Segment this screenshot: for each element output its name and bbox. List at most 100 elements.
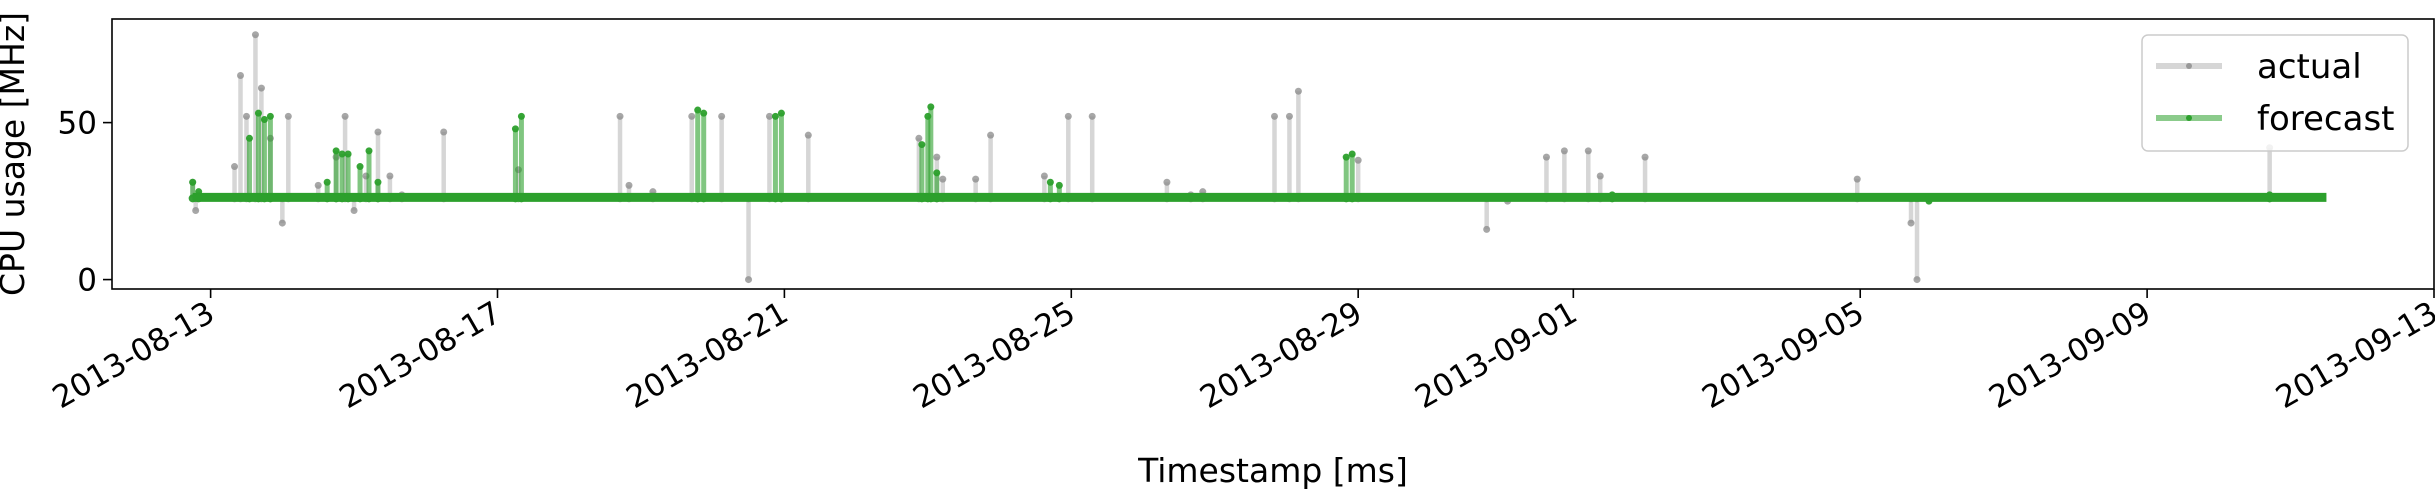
legend: actual forecast <box>2141 34 2409 152</box>
actual-point <box>350 207 358 215</box>
x-axis-title: Timestamp [ms] <box>1137 451 1408 490</box>
forecast-point <box>332 147 340 155</box>
actual-point <box>257 84 265 92</box>
forecast-point <box>373 194 382 203</box>
forecast-point <box>777 194 786 203</box>
forecast-point <box>356 194 365 203</box>
forecast-point <box>1046 178 1054 186</box>
forecast-point <box>1342 153 1350 161</box>
y-tick-label: 50 <box>58 106 97 142</box>
actual-point <box>745 276 753 284</box>
actual-point <box>374 128 382 136</box>
actual-point <box>231 163 239 171</box>
forecast-point <box>926 194 935 203</box>
forecast-point <box>194 194 203 203</box>
actual-point <box>915 134 923 142</box>
forecast-point <box>323 194 332 203</box>
forecast-point <box>2265 194 2274 203</box>
forecast-point <box>771 194 780 203</box>
actual-point <box>341 112 349 120</box>
forecast-point <box>1348 150 1356 158</box>
legend-actual-label: actual <box>2257 47 2362 87</box>
actual-point <box>804 131 812 139</box>
actual-point <box>987 131 995 139</box>
actual-point <box>1285 112 1293 120</box>
forecast-point <box>932 194 941 203</box>
actual-point <box>1040 172 1048 180</box>
actual-point <box>386 172 394 180</box>
x-tick-label: 2013-08-13 <box>47 295 221 416</box>
forecast-point <box>188 194 197 203</box>
actual-point <box>192 207 200 215</box>
actual-point <box>616 112 624 120</box>
forecast-series <box>188 103 2327 205</box>
forecast-point <box>511 125 519 133</box>
forecast-point <box>266 112 274 120</box>
actual-point <box>440 128 448 136</box>
plot-frame <box>111 18 2435 290</box>
forecast-point <box>266 194 275 203</box>
actual-point <box>933 153 941 161</box>
actual-point <box>625 181 633 189</box>
actual-point <box>1641 153 1649 161</box>
legend-actual-marker <box>2186 63 2192 69</box>
x-tick-label: 2013-08-17 <box>333 295 507 416</box>
actual-point <box>1064 112 1072 120</box>
forecast-point <box>195 188 203 196</box>
actual-point <box>314 181 322 189</box>
actual-point <box>1294 87 1302 95</box>
forecast-point <box>254 194 263 203</box>
y-axis-title: CPU usage [MHz] <box>0 12 32 296</box>
forecast-point <box>356 163 364 171</box>
actual-point <box>1596 172 1604 180</box>
x-tick-label: 2013-08-25 <box>907 295 1081 416</box>
actual-point <box>284 112 292 120</box>
forecast-point <box>245 194 254 203</box>
forecast-point <box>189 178 197 186</box>
forecast-point <box>1046 194 1055 203</box>
forecast-point <box>517 194 526 203</box>
actual-point <box>1907 219 1915 227</box>
legend-forecast-label: forecast <box>2257 99 2395 139</box>
forecast-point <box>338 150 346 158</box>
actual-point <box>939 175 947 183</box>
forecast-point <box>927 103 935 111</box>
actual-point <box>242 112 250 120</box>
actual-point <box>1913 276 1921 284</box>
actual-point <box>688 112 696 120</box>
x-tick-label: 2013-09-13 <box>2270 295 2435 416</box>
x-tick-label: 2013-09-09 <box>1983 295 2157 416</box>
x-tick-label: 2013-09-01 <box>1409 295 1583 416</box>
actual-point <box>718 112 726 120</box>
forecast-point <box>511 194 520 203</box>
forecast-point <box>365 194 374 203</box>
forecast-point <box>323 178 331 186</box>
actual-point <box>972 175 980 183</box>
forecast-point <box>374 178 382 186</box>
forecast-point <box>332 194 341 203</box>
actual-point <box>1354 156 1362 164</box>
forecast-point <box>344 194 353 203</box>
forecast-point <box>254 109 262 117</box>
actual-point <box>1270 112 1278 120</box>
actual-point <box>1088 112 1096 120</box>
forecast-point <box>700 109 708 117</box>
x-axis: 2013-08-13 2013-08-17 2013-08-21 2013-08-25… <box>47 289 2435 416</box>
forecast-point <box>1348 194 1357 203</box>
x-tick-label: 2013-08-21 <box>620 295 794 416</box>
forecast-point <box>338 194 347 203</box>
forecast-point <box>245 134 253 142</box>
forecast-point <box>694 106 702 114</box>
actual-point <box>1853 175 1861 183</box>
forecast-point <box>1342 194 1351 203</box>
forecast-point <box>260 194 269 203</box>
forecast-point <box>517 112 525 120</box>
actual-point <box>1163 178 1171 186</box>
forecast-point <box>260 115 268 123</box>
forecast-point <box>693 194 702 203</box>
forecast-point <box>917 194 926 203</box>
forecast-point <box>918 141 926 149</box>
y-tick-label: 0 <box>77 263 97 299</box>
forecast-point <box>1608 194 1617 203</box>
